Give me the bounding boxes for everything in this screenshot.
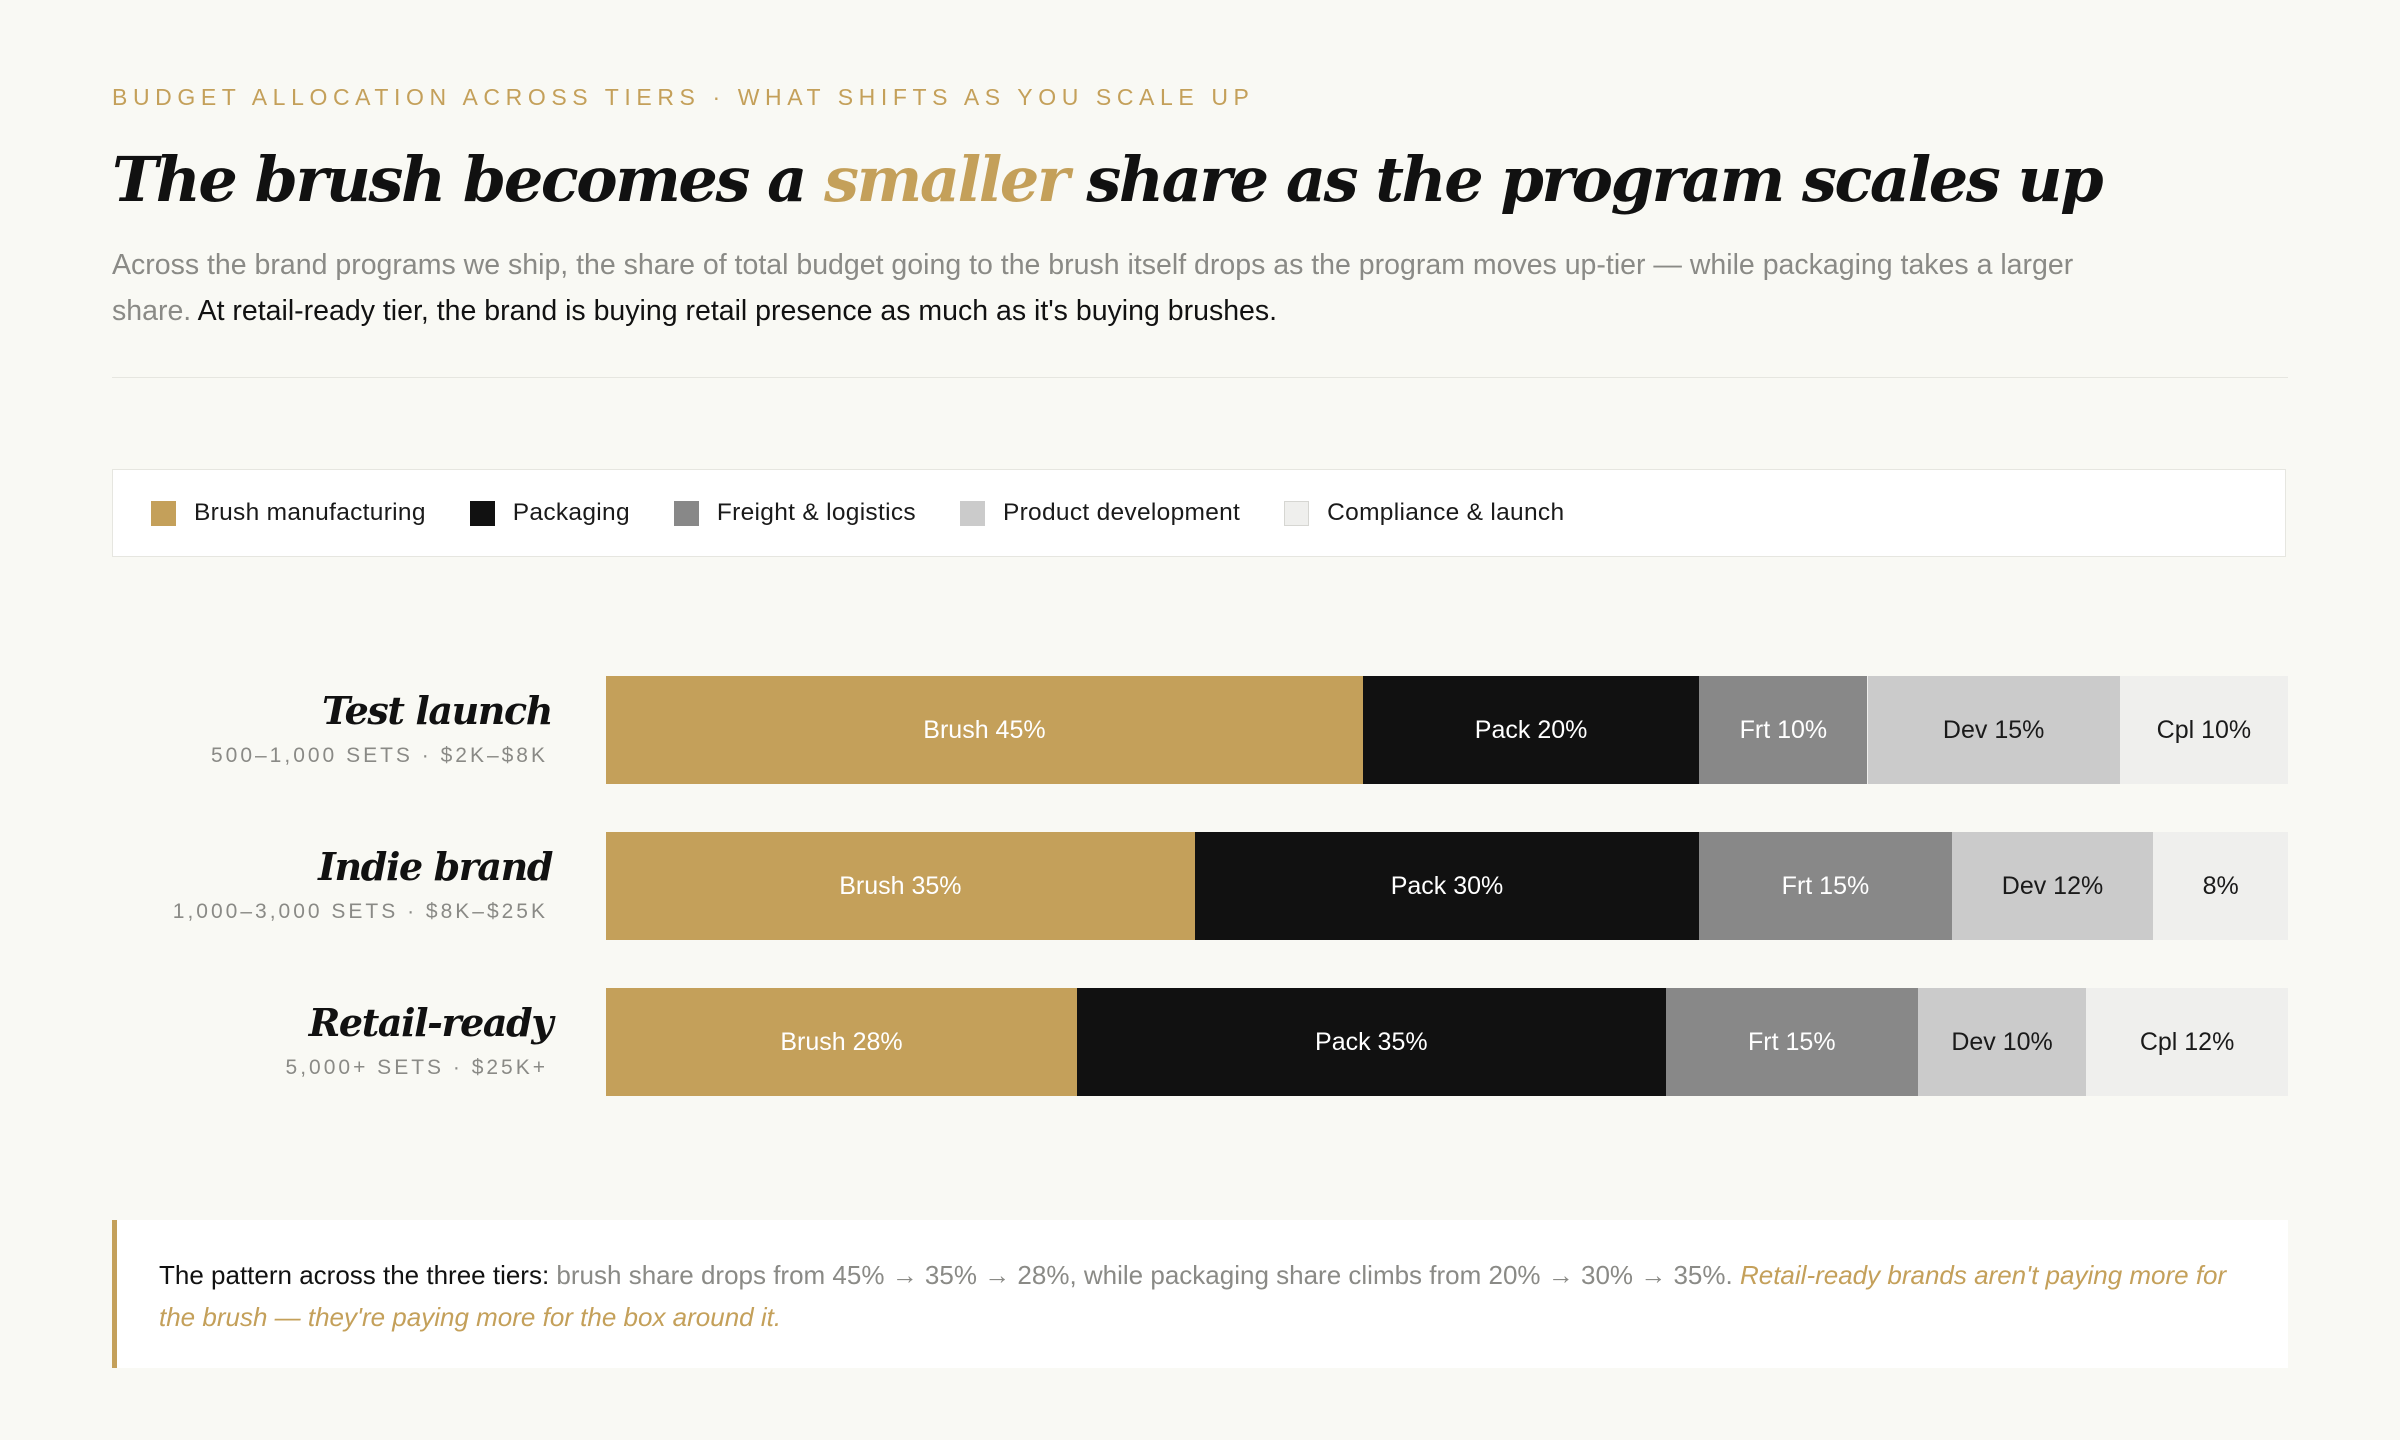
segment-label: Dev 10% xyxy=(1951,1027,2053,1056)
legend-label: Packaging xyxy=(512,499,630,526)
callout-lead: The pattern across the three tiers: xyxy=(159,1260,550,1290)
bar-segment-freight-logistics: Frt 15% xyxy=(1665,988,1918,1096)
bar-segment-packaging: Pack 20% xyxy=(1362,676,1700,784)
eyebrow: Budget allocation across tiers · what sh… xyxy=(112,84,1255,110)
callout-body: brush share drops from 45% → 35% → 28%, … xyxy=(549,1260,1733,1290)
bar-track-test-launch: Brush 45% Pack 20% Frt 10% Dev 15% Cpl 10% xyxy=(606,676,2288,784)
legend-item-development: Product development xyxy=(959,499,1241,527)
callout-emphasis: Retail-ready brands aren't paying more f… xyxy=(159,1260,2227,1332)
row-label-retail-ready: Retail-ready xyxy=(308,1000,554,1045)
legend-label: Brush manufacturing xyxy=(194,499,426,526)
segment-label: Dev 15% xyxy=(1942,715,2045,744)
bar-track-indie-brand: Brush 35% Pack 30% Frt 15% Dev 12% 8% xyxy=(606,832,2288,940)
title-accent: smaller xyxy=(824,143,1070,216)
segment-label: Brush 35% xyxy=(839,871,962,900)
segment-label: Cpl 10% xyxy=(2156,715,2252,744)
title-end: share as the program scales up xyxy=(1067,143,2103,216)
legend: Brush manufacturing Packaging Freight & … xyxy=(112,469,2286,557)
bar-segment-compliance-launch: Cpl 10% xyxy=(2119,676,2288,784)
segment-label: Brush 28% xyxy=(780,1027,903,1056)
bar-segment-compliance-launch: Cpl 12% xyxy=(2086,988,2288,1096)
segment-label: Cpl 12% xyxy=(2139,1027,2235,1056)
bar-segment-product-development: Dev 10% xyxy=(1917,988,2087,1096)
segment-label: Dev 12% xyxy=(2001,871,2104,900)
page-title: The brush becomes a smaller share as the… xyxy=(112,138,2104,222)
legend-item-freight: Freight & logistics xyxy=(673,499,916,527)
bar-segment-brush-manufacturing: Brush 28% xyxy=(606,988,1077,1096)
bar-segment-brush-manufacturing: Brush 35% xyxy=(606,832,1195,940)
row-label-indie-brand: Indie brand xyxy=(318,844,553,889)
insight-callout: The pattern across the three tiers: brus… xyxy=(112,1220,2288,1368)
row-subtitle: 500–1,000 sets · $2K–$8K xyxy=(210,744,548,767)
bar-segment-packaging: Pack 35% xyxy=(1076,988,1666,1096)
bar-segment-freight-logistics: Frt 15% xyxy=(1699,832,1952,940)
divider xyxy=(112,377,2288,378)
intro-muted: Across the brand programs we ship, the s… xyxy=(112,249,2074,327)
legend-label: Product development xyxy=(1002,499,1241,526)
legend-item-packaging: Packaging xyxy=(469,499,630,527)
segment-label: Pack 20% xyxy=(1474,715,1588,744)
legend-swatch-freight xyxy=(673,500,699,526)
legend-swatch-development xyxy=(959,500,985,526)
bar-segment-product-development: Dev 12% xyxy=(1951,832,2154,940)
segment-label: Pack 30% xyxy=(1390,871,1504,900)
bar-segment-compliance-launch: 8% xyxy=(2153,832,2288,940)
intro-strong: At retail-ready tier, the brand is buyin… xyxy=(191,295,1278,327)
bar-segment-brush-manufacturing: Brush 45% xyxy=(606,676,1363,784)
legend-swatch-compliance xyxy=(1284,500,1310,526)
legend-label: Freight & logistics xyxy=(716,499,916,526)
segment-label: Frt 15% xyxy=(1748,1027,1836,1056)
legend-swatch-packaging xyxy=(469,500,495,526)
bar-segment-packaging: Pack 30% xyxy=(1194,832,1700,940)
segment-label: Frt 15% xyxy=(1781,871,1870,900)
intro-paragraph: Across the brand programs we ship, the s… xyxy=(112,242,2112,334)
legend-label: Compliance & launch xyxy=(1327,499,1565,526)
row-subtitle: 1,000–3,000 sets · $8K–$25K xyxy=(172,900,548,923)
bar-track-retail-ready: Brush 28% Pack 35% Frt 15% Dev 10% Cpl 12% xyxy=(606,988,2288,1096)
title-start: The brush becomes a xyxy=(112,143,825,216)
legend-item-compliance: Compliance & launch xyxy=(1284,499,1564,527)
bar-segment-freight-logistics: Frt 10% xyxy=(1699,676,1868,784)
segment-label: Brush 45% xyxy=(923,715,1046,744)
row-subtitle: 5,000+ sets · $25K+ xyxy=(285,1056,548,1079)
legend-swatch-brush xyxy=(151,500,176,526)
legend-item-brush: Brush manufacturing xyxy=(151,499,426,527)
bar-segment-product-development: Dev 15% xyxy=(1867,676,2120,784)
row-label-test-launch: Test launch xyxy=(322,688,553,733)
segment-label: Frt 10% xyxy=(1739,715,1828,744)
segment-label: Pack 35% xyxy=(1315,1027,1428,1056)
segment-label: 8% xyxy=(2202,871,2239,900)
